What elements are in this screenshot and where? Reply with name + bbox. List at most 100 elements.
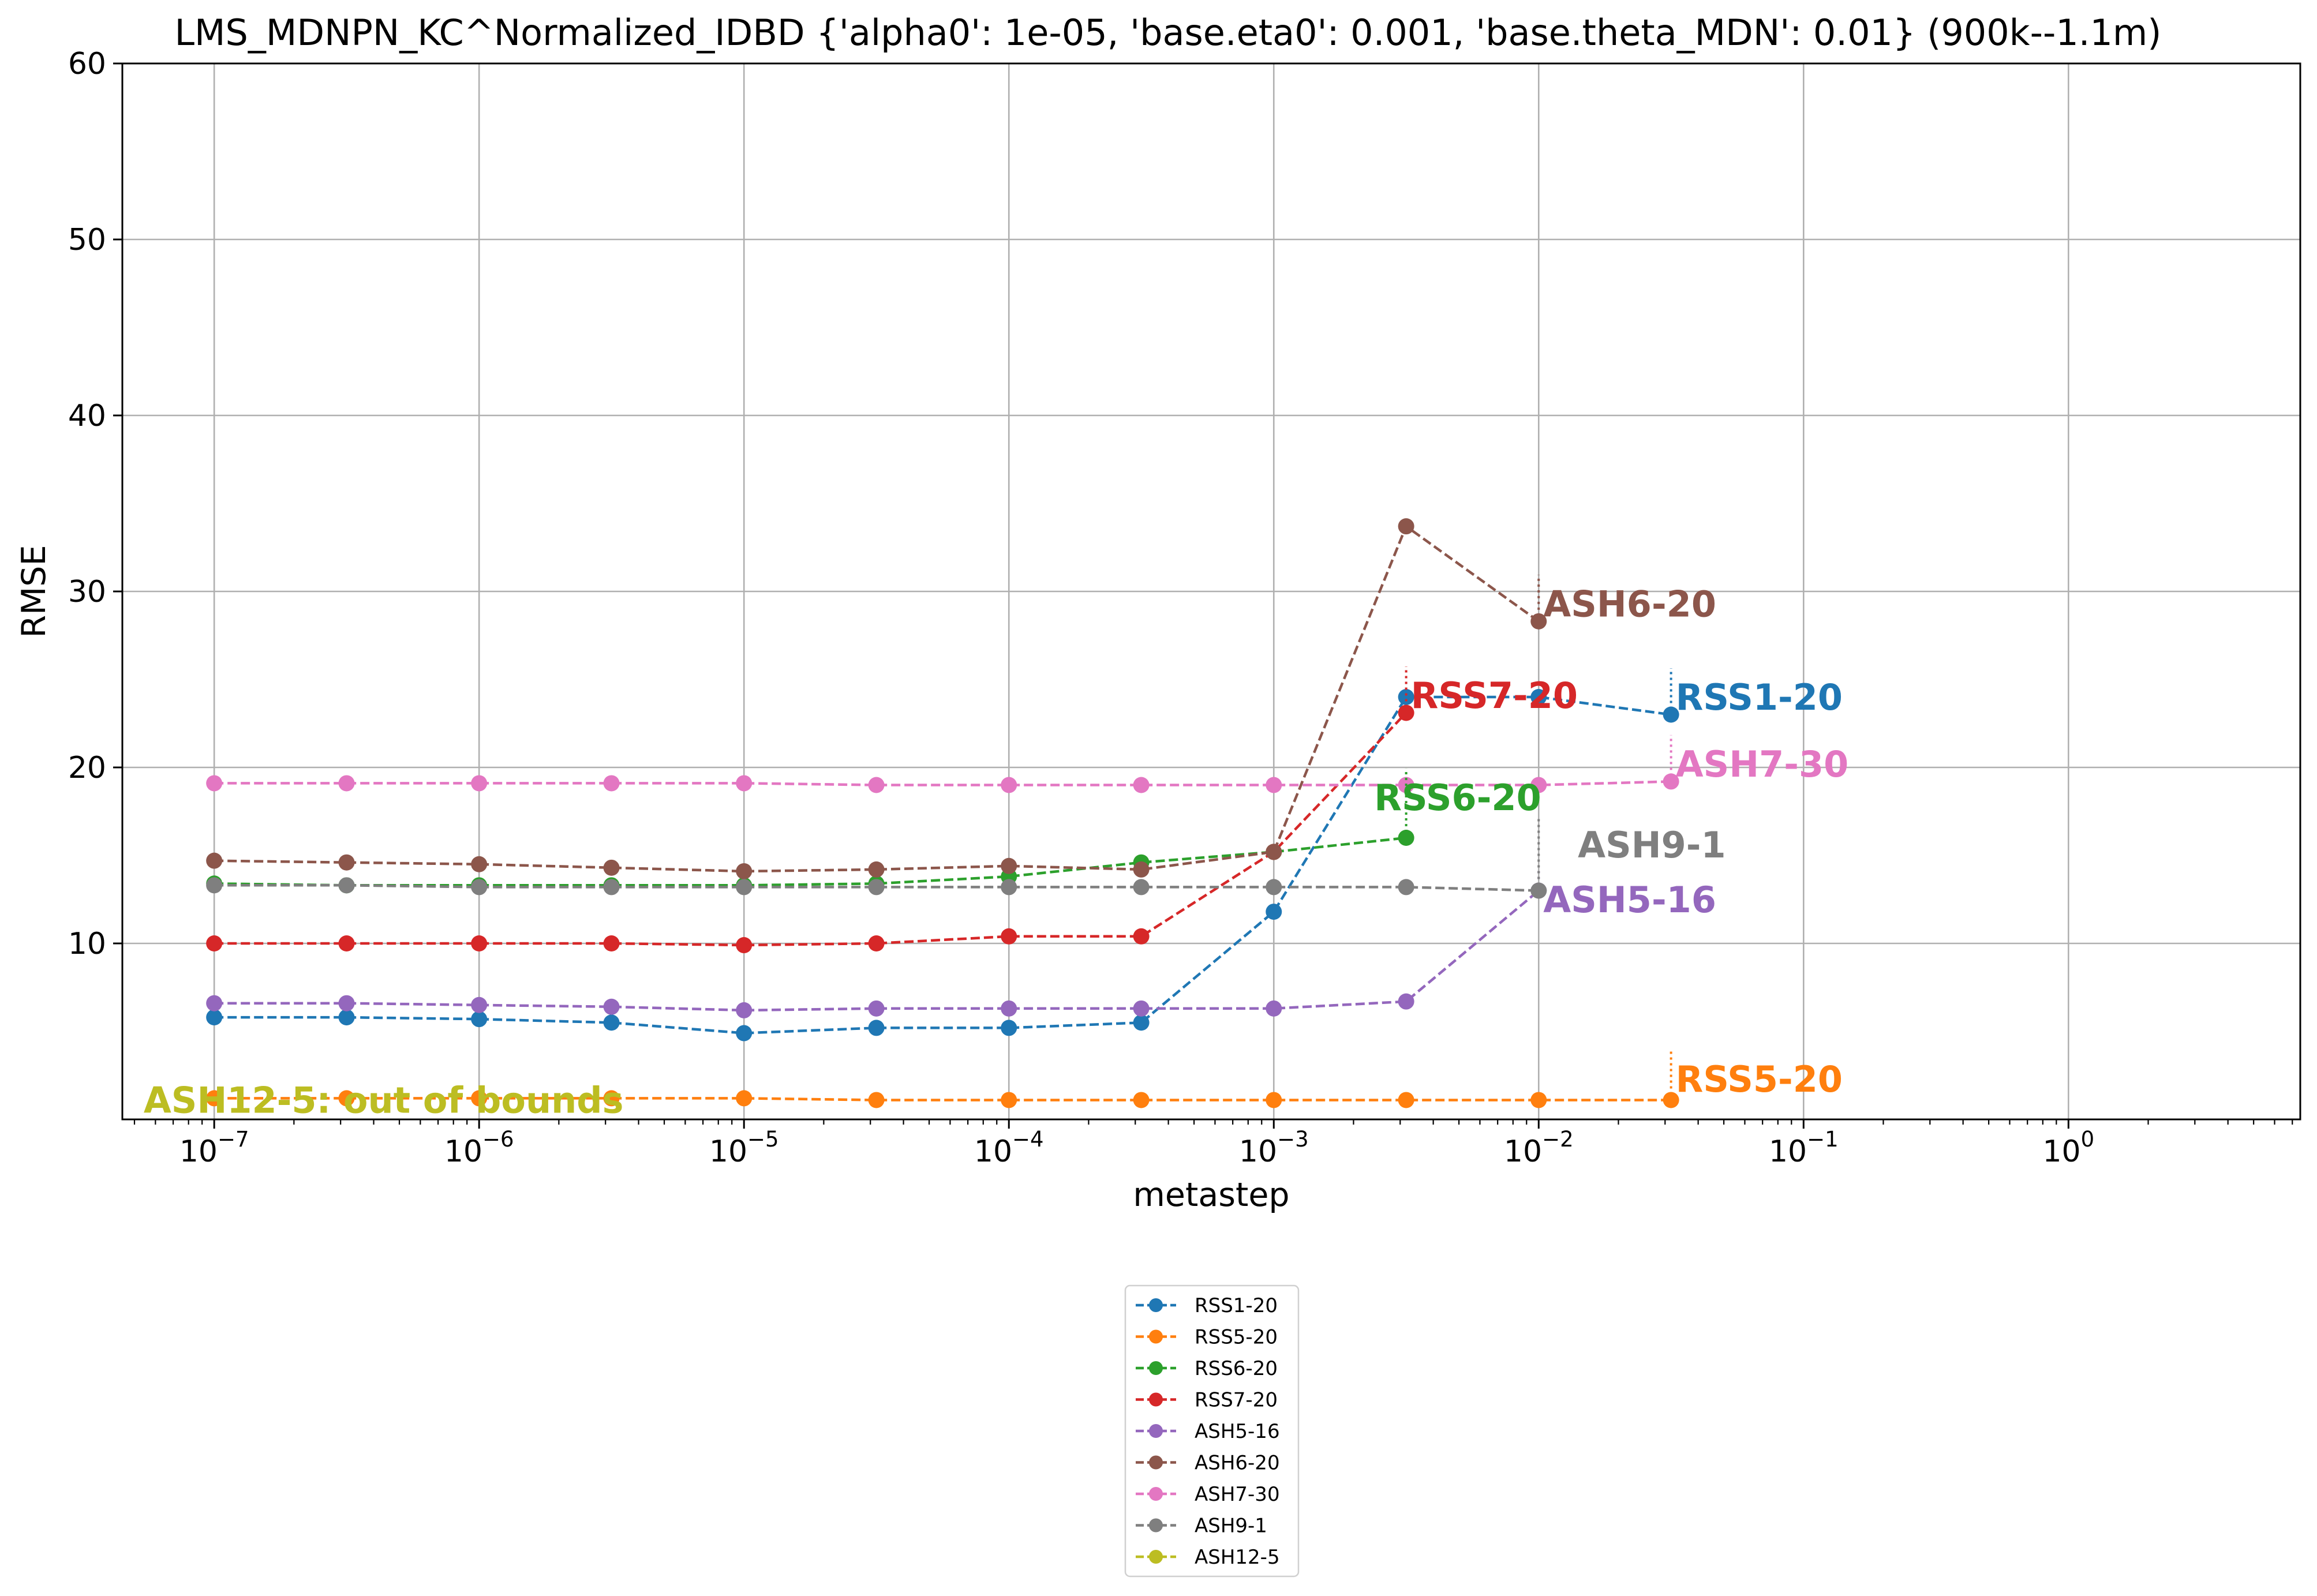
- data-point: [736, 863, 753, 879]
- data-point: [471, 996, 488, 1013]
- annotation-label: ASH6-20: [1543, 583, 1716, 625]
- data-point: [471, 1011, 488, 1028]
- annotation-label: RSS1-20: [1676, 676, 1843, 718]
- legend-label: ASH7-30: [1195, 1483, 1280, 1506]
- data-point: [736, 1090, 753, 1107]
- data-point: [206, 935, 223, 951]
- data-point: [1530, 777, 1547, 793]
- data-point: [736, 937, 753, 954]
- annotation-label: ASH12-5: out of bounds: [144, 1079, 624, 1121]
- data-point: [603, 1014, 620, 1031]
- x-tick-label: 10−2: [1504, 1127, 1574, 1169]
- data-point: [868, 1000, 885, 1017]
- data-point: [1266, 879, 1282, 896]
- data-point: [1001, 777, 1017, 793]
- data-point: [736, 1025, 753, 1041]
- legend-item-ASH5-16: ASH5-16: [1136, 1420, 1280, 1443]
- data-point: [868, 861, 885, 878]
- data-point: [206, 995, 223, 1011]
- data-point: [1001, 1000, 1017, 1017]
- legend-item-ASH6-20: ASH6-20: [1136, 1452, 1280, 1475]
- data-point: [1266, 844, 1282, 860]
- data-point: [471, 1090, 488, 1107]
- data-point: [1398, 518, 1414, 535]
- y-tick-label: 30: [68, 575, 106, 609]
- annotation-label: ASH7-30: [1676, 743, 1849, 785]
- data-point: [338, 775, 355, 792]
- data-point: [338, 995, 355, 1011]
- data-point: [1133, 1014, 1150, 1031]
- data-point: [1001, 928, 1017, 945]
- y-tick-label: 20: [68, 751, 106, 785]
- series-line: [214, 780, 1671, 786]
- series-RSS5-20: [206, 1090, 1679, 1108]
- data-point: [1001, 857, 1017, 874]
- data-point: [206, 775, 223, 792]
- legend-swatch-marker: [1149, 1424, 1163, 1438]
- data-point: [603, 998, 620, 1015]
- chart-title: LMS_MDNPN_KC^Normalized_IDBD {'alpha0': …: [175, 12, 2162, 54]
- data-point: [868, 935, 885, 951]
- x-tick-label: 10−7: [179, 1127, 249, 1169]
- annotations: RSS1-20 RSS5-20 RSS6-20 RSS7-20 ASH5-16 ASH6-…: [144, 575, 1849, 1121]
- data-point: [1398, 689, 1414, 705]
- series-line: [214, 884, 1539, 892]
- data-point: [206, 1009, 223, 1026]
- data-point: [736, 1002, 753, 1018]
- data-point: [868, 777, 885, 793]
- series-line: [214, 695, 1671, 1035]
- series-line: [214, 1097, 1671, 1102]
- legend-label: RSS7-20: [1195, 1389, 1278, 1412]
- data-point: [1266, 1092, 1282, 1108]
- data-point: [868, 1092, 885, 1108]
- data-point: [603, 859, 620, 876]
- annotation-label: ASH5-16: [1543, 879, 1716, 921]
- data-point: [1133, 1092, 1150, 1108]
- data-point: [603, 935, 620, 951]
- y-tick-label: 60: [68, 47, 106, 81]
- data-point: [1133, 777, 1150, 793]
- x-tick-label: 10−5: [709, 1127, 779, 1169]
- data-point: [338, 1090, 355, 1107]
- legend-item-RSS7-20: RSS7-20: [1136, 1389, 1278, 1412]
- x-tick-label: 10−6: [444, 1127, 514, 1169]
- x-tick-label: 10−1: [1769, 1127, 1839, 1169]
- legend-item-RSS1-20: RSS1-20: [1136, 1294, 1278, 1317]
- data-point: [736, 879, 753, 896]
- data-point: [603, 775, 620, 792]
- series-RSS1-20: [206, 689, 1679, 1041]
- series-line: [214, 524, 1540, 873]
- legend-item-RSS6-20: RSS6-20: [1136, 1357, 1278, 1380]
- legend-label: ASH9-1: [1195, 1515, 1267, 1538]
- legend-item-ASH12-5: ASH12-5: [1136, 1546, 1280, 1569]
- legend-swatch-marker: [1149, 1487, 1163, 1501]
- data-point: [736, 775, 753, 792]
- data-point: [206, 1090, 223, 1107]
- data-point: [1398, 993, 1414, 1010]
- data-point: [868, 1020, 885, 1036]
- legend-swatch-marker: [1149, 1329, 1163, 1344]
- y-tick-label: 50: [68, 223, 106, 257]
- legend-swatch-marker: [1149, 1455, 1163, 1470]
- x-tick-label: 10−3: [1239, 1127, 1309, 1169]
- data-point: [1001, 1020, 1017, 1036]
- data-point: [1398, 1092, 1414, 1108]
- legend-label: RSS6-20: [1195, 1357, 1278, 1380]
- legend-item-ASH9-1: ASH9-1: [1136, 1515, 1267, 1538]
- data-point: [206, 877, 223, 894]
- data-point: [471, 856, 488, 872]
- annotation-label: RSS5-20: [1676, 1058, 1843, 1100]
- legend-frame: [1124, 1284, 1300, 1578]
- data-point: [1133, 879, 1150, 896]
- legend-label: ASH12-5: [1195, 1546, 1280, 1569]
- series-line: [214, 889, 1540, 1012]
- legend-label: RSS1-20: [1195, 1294, 1278, 1317]
- data-point: [1133, 861, 1150, 878]
- legend-swatch-marker: [1149, 1298, 1163, 1312]
- data-point: [1133, 928, 1150, 945]
- data-point: [471, 775, 488, 792]
- y-tick-label: 10: [68, 927, 106, 961]
- y-axis-label: RMSE: [15, 545, 53, 638]
- legend-item-ASH7-30: ASH7-30: [1136, 1483, 1280, 1506]
